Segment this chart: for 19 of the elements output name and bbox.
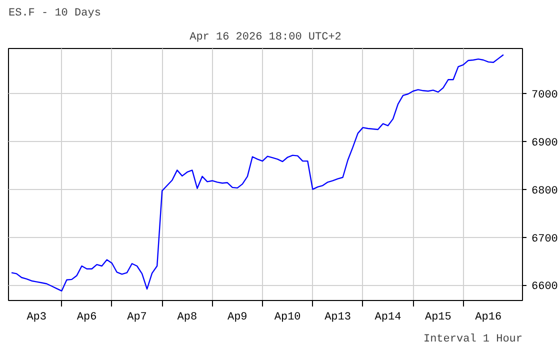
x-tick-label: Ap7 [127, 312, 147, 324]
x-tick-label: Ap9 [227, 312, 248, 324]
y-tick-label: 6800 [532, 185, 558, 198]
y-tick-label: 6700 [532, 233, 558, 246]
chart-subtitle: Apr 16 2026 18:00 UTC+2 [190, 32, 342, 44]
x-tick-label: Ap8 [177, 312, 198, 324]
line-series [10, 54, 504, 292]
x-tick-label: Ap3 [26, 312, 47, 324]
y-tick-label: 6600 [532, 281, 558, 294]
y-tick-label: 7000 [532, 90, 558, 102]
x-tick-label: Ap14 [374, 312, 402, 324]
text: Interval 1 Hour [423, 334, 523, 346]
x-tick-label: Ap16 [475, 312, 502, 324]
x-tick-label: Ap15 [424, 312, 452, 324]
y-tick-label: 6900 [532, 137, 558, 150]
x-tick-label: Ap13 [324, 312, 351, 324]
x-tick-label: Ap10 [274, 312, 301, 324]
x-tick-label: Ap6 [76, 312, 97, 324]
chart-title: ES.F - 10 Days [8, 8, 101, 20]
